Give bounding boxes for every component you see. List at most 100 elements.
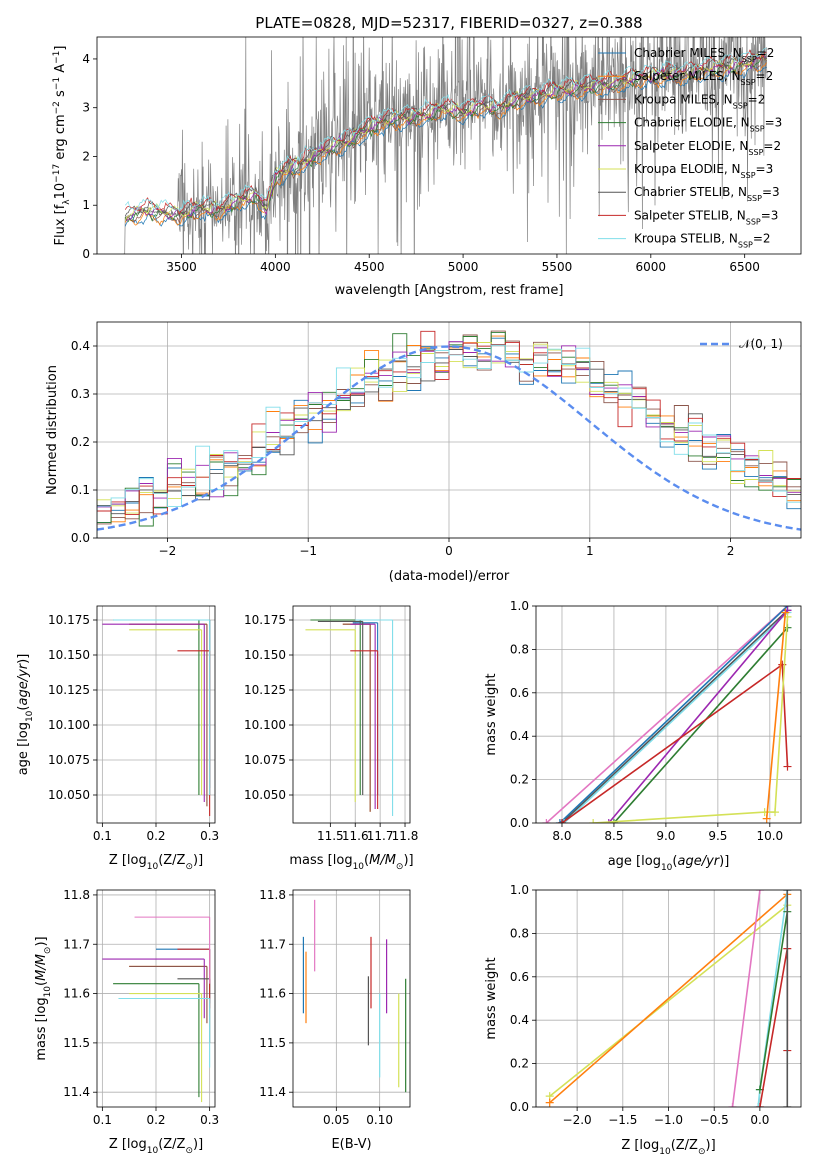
legend-sub: SSP xyxy=(746,217,761,226)
label-part: ( xyxy=(364,853,369,868)
label-part: mass [log xyxy=(289,853,352,868)
y-tick-label: 0.4 xyxy=(71,339,90,353)
y-tick-label: 11.8 xyxy=(259,888,286,902)
x-tick-label: 5000 xyxy=(448,260,479,274)
y-tick-label: 10.075 xyxy=(244,753,286,767)
legend-tail: =2 xyxy=(763,139,781,153)
legend-text: Kroupa STELIB, N xyxy=(634,232,738,246)
legend-entry: Kroupa MILES, NSSP=2 xyxy=(634,92,765,110)
x-tick-label: 11.8 xyxy=(392,829,419,843)
weight-line-kroupa-elodie xyxy=(549,904,788,1097)
label-part: M/M xyxy=(34,954,49,981)
label-part: A xyxy=(53,64,68,77)
weight-line-chabrier-elodie xyxy=(759,911,789,1090)
y-tick-label: 11.6 xyxy=(63,987,90,1001)
x-axis-label: Z [log10(Z/Z⊙)] xyxy=(621,1138,715,1157)
legend-tail: =2 xyxy=(748,92,766,106)
y-tick-label: 10.150 xyxy=(244,648,286,662)
axes-frame xyxy=(96,36,802,255)
panel-residuals: −2 −1 0 1 2 0.0 0.1 0.2 0.3 0.4 𝒩(0, 1) (data-model… xyxy=(45,321,802,584)
model-line-salpeter-stelib xyxy=(124,49,767,215)
x-tick-label: −1 xyxy=(299,544,317,558)
weight-marker xyxy=(755,890,764,894)
y-tick-label: 0.0 xyxy=(71,531,90,545)
y-tick-label: 0.2 xyxy=(510,1057,529,1071)
weight-line-kroupa-elodie xyxy=(593,616,789,823)
label-part: M/M xyxy=(369,853,396,868)
x-tick-label: 0.1 xyxy=(93,1113,112,1127)
weight-marker xyxy=(755,1103,764,1107)
label-part: ( xyxy=(16,706,31,711)
label-part: age [log xyxy=(608,854,661,869)
weight-marker xyxy=(589,819,598,823)
weight-marker xyxy=(560,819,569,823)
x-axis-label: Z [log10(Z/Z⊙)] xyxy=(109,1137,203,1156)
legend-text: Kroupa ELODIE, N xyxy=(634,162,741,176)
legend-text: Salpeter ELODIE, N xyxy=(634,139,748,153)
legend-sub: SSP xyxy=(742,55,757,64)
axes-frame xyxy=(96,889,216,1108)
plot-area-mass_vs_age xyxy=(305,619,394,816)
y-tick-label: 10.050 xyxy=(48,788,90,802)
y-tick-label: 0.6 xyxy=(510,970,529,984)
panel-EBV_vs_mass: 0.05 0.10 11.4 11.5 11.6 11.7 11.8 E(B-V) xyxy=(259,888,411,1152)
y-tick-label: 10.075 xyxy=(48,753,90,767)
y-tick-label: 10.100 xyxy=(48,718,90,732)
weight-marker xyxy=(555,819,564,823)
panel-age_vs_weight: 8.0 8.5 9.0 9.5 10.0 0.0 0.2 0.4 0.6 0.8 1.0 age [l… xyxy=(484,599,802,873)
legend-tail: =3 xyxy=(762,185,780,199)
label-part: (Z/Z xyxy=(158,853,185,868)
label-part: )] xyxy=(719,854,729,869)
model-line-chabrier-stelib xyxy=(124,53,767,218)
y-tick-label: 11.7 xyxy=(63,937,90,951)
x-tick-label: 6000 xyxy=(636,260,667,274)
y-tick-label: 0.2 xyxy=(510,773,529,787)
panel-spectrum: 3500 4000 4500 5000 5500 6000 6500 0 1 2 3 4 Chabrie… xyxy=(52,36,802,298)
weight-line-kroupa-stelib xyxy=(563,611,789,823)
panel-Z_vs_age: 0.1 0.2 0.3 10.050 10.075 10.100 10.125 10.150 1… xyxy=(16,605,219,872)
x-axis-label: age [log10(age/yr)] xyxy=(608,854,730,873)
weight-marker xyxy=(783,890,792,894)
y-tick-label: 11.8 xyxy=(63,888,90,902)
label-part: Z [log xyxy=(109,1137,147,1152)
y-tick-label: 3 xyxy=(82,101,90,115)
label-part: Flux [f xyxy=(53,204,68,245)
model-line-salpeter-miles xyxy=(124,61,767,226)
label-part: −1 xyxy=(52,77,62,90)
label-part: ⊙ xyxy=(698,1147,706,1157)
label-part: 10 xyxy=(43,986,53,998)
label-part: 10 xyxy=(25,710,35,722)
y-tick-label: 1.0 xyxy=(510,883,529,897)
axes-frame xyxy=(96,605,216,824)
legend-entry: Chabrier MILES, NSSP=2 xyxy=(634,46,774,64)
label-part: age/yr xyxy=(677,854,720,869)
plot-area-Z_vs_age xyxy=(102,619,211,816)
x-tick-label: 0.10 xyxy=(366,1113,393,1127)
model-line-chabrier-elodie xyxy=(124,55,767,223)
label-part: −2 xyxy=(52,101,62,114)
legend-entry: Salpeter STELIB, NSSP=3 xyxy=(634,208,778,226)
x-tick-label: 9.0 xyxy=(656,829,675,843)
model-line-kroupa-stelib xyxy=(124,47,767,212)
x-tick-label: 0.2 xyxy=(146,1113,165,1127)
y-tick-label: 0.0 xyxy=(510,1100,529,1114)
legend-tail: =3 xyxy=(756,162,774,176)
x-tick-label: 9.5 xyxy=(708,829,727,843)
x-tick-label: 0.3 xyxy=(200,1113,219,1127)
plot-area-Z_vs_mass xyxy=(102,916,211,1103)
label-part: s xyxy=(53,90,68,101)
weight-marker xyxy=(783,762,792,771)
axes-frame xyxy=(292,889,411,1108)
weight-marker xyxy=(783,1103,792,1107)
x-tick-label: 2 xyxy=(727,544,735,558)
legend-text: Chabrier ELODIE, N xyxy=(634,116,750,130)
x-tick-label: −1.0 xyxy=(654,1113,683,1127)
legend-tail: =2 xyxy=(757,46,775,60)
data-spectrum-line xyxy=(123,37,768,254)
weight-marker xyxy=(728,1103,737,1107)
axes-frame xyxy=(535,605,802,824)
y-tick-label: 11.5 xyxy=(259,1036,286,1050)
legend-tail: =3 xyxy=(761,208,779,222)
weight-line-salpeter-miles xyxy=(549,893,788,1104)
